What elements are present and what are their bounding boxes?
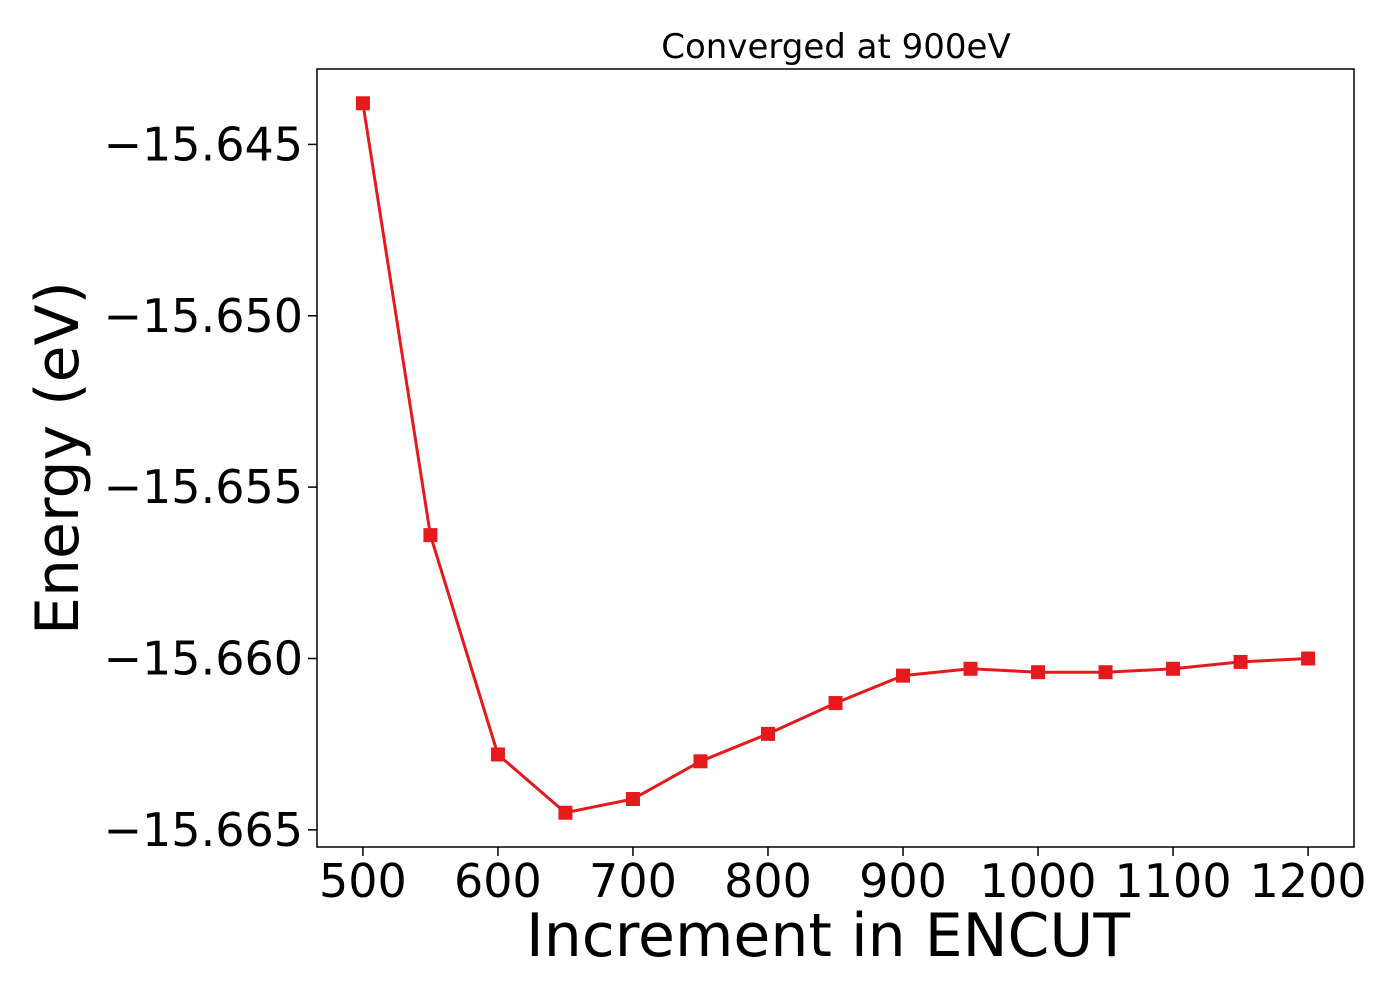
y-tick-label: −15.660	[104, 631, 304, 685]
x-tick-label: 500	[319, 854, 407, 908]
y-tick-label: −15.645	[104, 117, 304, 171]
data-point	[1166, 661, 1181, 676]
y-axis: −15.645 −15.650 −15.655 −15.660 −15.665	[104, 117, 317, 857]
x-tick-label: 1000	[980, 854, 1097, 908]
y-tick-label: −15.650	[104, 289, 304, 343]
data-point	[1031, 665, 1046, 680]
data-point	[1098, 665, 1113, 680]
chart-title: Converged at 900eV	[661, 27, 1010, 67]
x-tick-label: 700	[589, 854, 677, 908]
data-point	[423, 528, 438, 543]
y-tick-label: −15.655	[104, 460, 304, 514]
x-tick-label: 1100	[1115, 854, 1232, 908]
data-point	[693, 754, 708, 769]
data-point	[558, 805, 573, 820]
data-point	[828, 696, 843, 711]
data-point	[355, 96, 370, 111]
data-point	[625, 792, 640, 807]
x-axis-label: Increment in ENCUT	[526, 901, 1130, 971]
data-point	[963, 661, 978, 676]
y-tick-label: −15.665	[104, 803, 304, 857]
data-point	[896, 668, 911, 683]
x-axis: 500 600 700 800 900 1000 1100 1200	[319, 847, 1367, 908]
data-point	[760, 726, 775, 741]
y-axis-label: Energy (eV)	[23, 281, 93, 635]
x-tick-label: 900	[859, 854, 947, 908]
x-tick-label: 1200	[1250, 854, 1367, 908]
plot-area	[316, 68, 1355, 848]
series-layer	[355, 96, 1316, 820]
data-point	[1233, 654, 1248, 669]
data-point	[490, 747, 505, 762]
x-tick-label: 800	[724, 854, 812, 908]
data-point	[1301, 651, 1316, 666]
x-tick-label: 600	[454, 854, 542, 908]
